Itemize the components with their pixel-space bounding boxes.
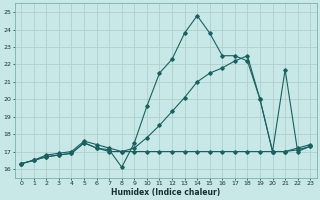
X-axis label: Humidex (Indice chaleur): Humidex (Indice chaleur) bbox=[111, 188, 220, 197]
